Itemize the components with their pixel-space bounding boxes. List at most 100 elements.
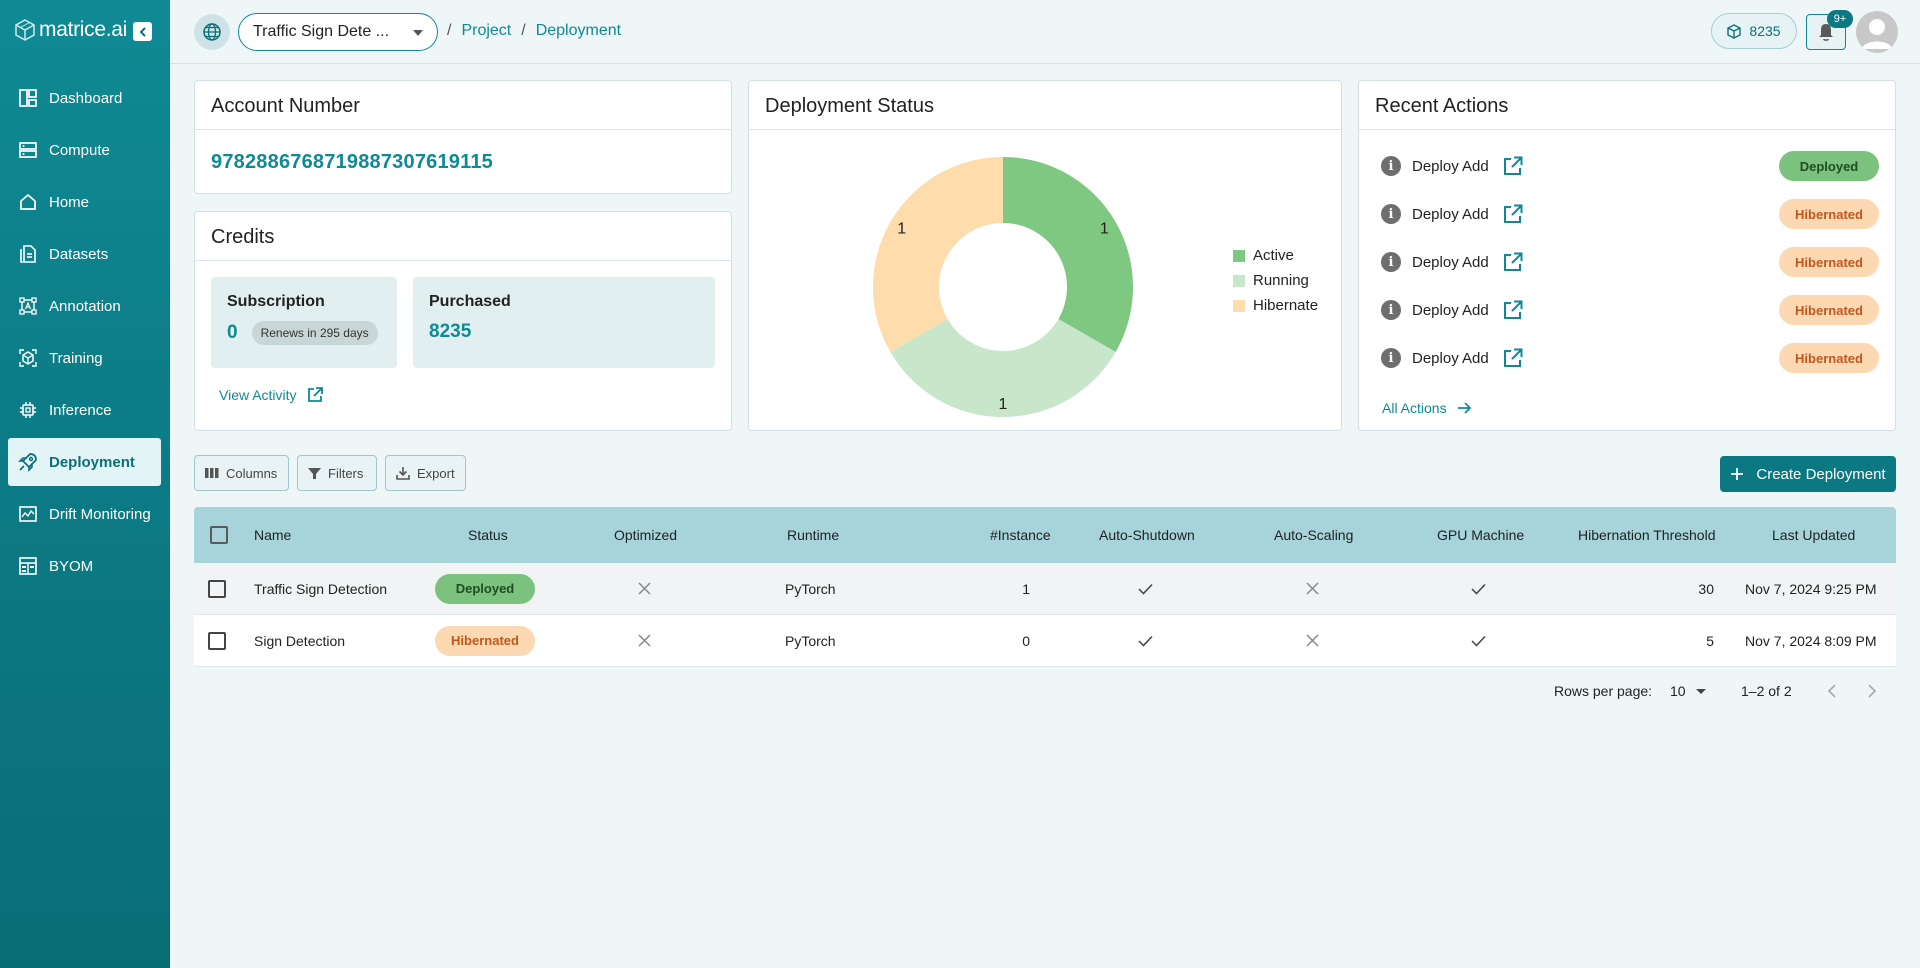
donut-slice-hibernate[interactable] — [873, 157, 1003, 352]
rows-per-page-label: Rows per page: — [1554, 683, 1653, 699]
check-icon — [1138, 635, 1153, 647]
donut-slice-running[interactable] — [890, 319, 1116, 417]
rows-per-page-select[interactable]: 10 — [1670, 683, 1706, 699]
view-activity-link[interactable]: View Activity — [219, 387, 323, 403]
external-link-icon — [307, 387, 323, 402]
sidebar-item-compute[interactable]: Compute — [8, 126, 161, 174]
row-checkbox[interactable] — [208, 579, 226, 598]
legend-label: Running — [1253, 272, 1309, 289]
arrow-right-icon — [1457, 402, 1471, 414]
logo-text: matrice.ai — [39, 18, 128, 41]
cell-name: Sign Detection — [254, 632, 346, 649]
row-checkbox[interactable] — [208, 631, 226, 650]
credits-value: 8235 — [1749, 23, 1781, 39]
cell-name: Traffic Sign Detection — [254, 580, 388, 597]
sidebar-item-drift-monitoring[interactable]: Drift Monitoring — [8, 490, 161, 538]
external-link-icon[interactable] — [1503, 204, 1523, 224]
breadcrumb-project[interactable]: Project — [461, 22, 512, 39]
cell-instance: 1 — [1022, 580, 1030, 597]
subscription-label: Subscription — [227, 293, 325, 310]
status-badge: Hibernated — [1779, 295, 1879, 325]
cube-icon — [1727, 23, 1742, 39]
sidebar-item-training[interactable]: Training — [8, 334, 161, 382]
column-header-name[interactable]: Name — [254, 527, 292, 543]
cell-hibernation-threshold: 5 — [1706, 632, 1714, 649]
user-icon — [1862, 19, 1892, 49]
recent-action-text: Deploy Add — [1412, 157, 1489, 175]
breadcrumb-deployment[interactable]: Deployment — [535, 22, 622, 39]
recent-action-text: Deploy Add — [1412, 205, 1489, 223]
cell-auto-shutdown — [1138, 563, 1153, 614]
column-header-gpu-machine[interactable]: GPU Machine — [1437, 527, 1525, 543]
external-link-icon[interactable] — [1503, 156, 1523, 176]
sidebar-item-deployment[interactable]: Deployment — [8, 438, 161, 486]
project-select[interactable]: Traffic Sign Dete ... — [238, 13, 438, 51]
top-bar: Traffic Sign Dete ... / Project / Deploy… — [170, 0, 1920, 64]
check-icon — [1471, 635, 1486, 647]
select-all-checkbox[interactable] — [210, 526, 228, 544]
cell-auto-scaling — [1306, 563, 1319, 614]
card-title: Account Number — [195, 81, 731, 130]
external-link-icon[interactable] — [1503, 300, 1523, 320]
account-number-value: 9782886768719887307619115 — [211, 151, 493, 173]
table-row[interactable]: Traffic Sign Detection Deployed PyTorch 1 30… — [194, 563, 1896, 615]
recent-action-text: Deploy Add — [1412, 253, 1489, 271]
sidebar-item-byom[interactable]: BYOM — [8, 542, 161, 590]
export-button[interactable]: Export — [385, 455, 466, 491]
columns-button[interactable]: Columns — [194, 455, 289, 491]
column-header-runtime[interactable]: Runtime — [787, 527, 840, 543]
caret-down-icon — [413, 30, 423, 36]
avatar[interactable] — [1856, 11, 1898, 53]
logo[interactable]: matrice.ai — [15, 18, 127, 42]
status-badge: Hibernated — [1779, 199, 1879, 229]
column-header-auto-shutdown[interactable]: Auto-Shutdown — [1099, 527, 1195, 543]
all-actions-link[interactable]: All Actions — [1382, 400, 1472, 416]
deployment-status-donut-chart: 1 1 1 — [873, 157, 1133, 417]
sidebar-item-home[interactable]: Home — [8, 178, 161, 226]
cell-instance: 0 — [1022, 632, 1030, 649]
cross-icon — [1306, 582, 1319, 595]
external-link-icon[interactable] — [1503, 252, 1523, 272]
column-header-instance[interactable]: #Instance — [990, 527, 1051, 543]
donut-slice-active[interactable] — [1003, 157, 1133, 352]
cell-auto-shutdown — [1138, 615, 1153, 666]
cell-gpu-machine — [1471, 615, 1486, 666]
sidebar: matrice.ai Dashboard Compute Home Datase… — [0, 0, 170, 968]
legend-label: Active — [1253, 247, 1294, 264]
recent-action-text: Deploy Add — [1412, 301, 1489, 319]
sidebar-item-datasets[interactable]: Datasets — [8, 230, 161, 278]
table-row[interactable]: Sign Detection Hibernated PyTorch 0 5 Nov 7, … — [194, 615, 1896, 667]
recent-action-text: Deploy Add — [1412, 349, 1489, 367]
credits-pill[interactable]: 8235 — [1711, 13, 1797, 49]
sidebar-item-annotation[interactable]: Annotation — [8, 282, 161, 330]
collapse-sidebar-button[interactable] — [133, 22, 152, 41]
cell-optimized — [638, 615, 651, 666]
info-icon: i — [1381, 252, 1401, 272]
column-header-optimized[interactable]: Optimized — [614, 527, 678, 543]
create-deployment-button[interactable]: Create Deployment — [1720, 456, 1896, 492]
cell-optimized — [638, 563, 651, 614]
home-icon — [18, 192, 38, 212]
card-title: Deployment Status — [749, 81, 1341, 130]
external-link-icon[interactable] — [1503, 348, 1523, 368]
rows-per-page-value: 10 — [1670, 683, 1686, 699]
column-header-status[interactable]: Status — [468, 527, 508, 543]
subscription-value: 0 — [227, 322, 238, 343]
subscription-box: Subscription 0 Renews in 295 days — [211, 277, 397, 368]
sidebar-item-inference[interactable]: Inference — [8, 386, 161, 434]
all-actions-label: All Actions — [1382, 400, 1447, 416]
account-number-card: Account Number 9782886768719887307619115 — [194, 80, 732, 194]
sidebar-item-label: Home — [49, 193, 90, 211]
column-header-auto-scaling[interactable]: Auto-Scaling — [1274, 527, 1354, 543]
filters-button[interactable]: Filters — [297, 455, 377, 491]
previous-page-button[interactable] — [1827, 684, 1837, 701]
recent-action-item: i Deploy Add Deployed — [1381, 150, 1879, 182]
sidebar-item-label: Dashboard — [49, 89, 123, 107]
column-header-hibernation-threshold[interactable]: Hibernation Threshold — [1578, 527, 1716, 543]
project-icon[interactable] — [194, 14, 230, 50]
columns-icon — [205, 468, 219, 478]
next-page-button[interactable] — [1867, 684, 1877, 701]
sidebar-item-dashboard[interactable]: Dashboard — [8, 74, 161, 122]
export-label: Export — [417, 465, 455, 481]
column-header-last-updated[interactable]: Last Updated — [1772, 527, 1856, 543]
